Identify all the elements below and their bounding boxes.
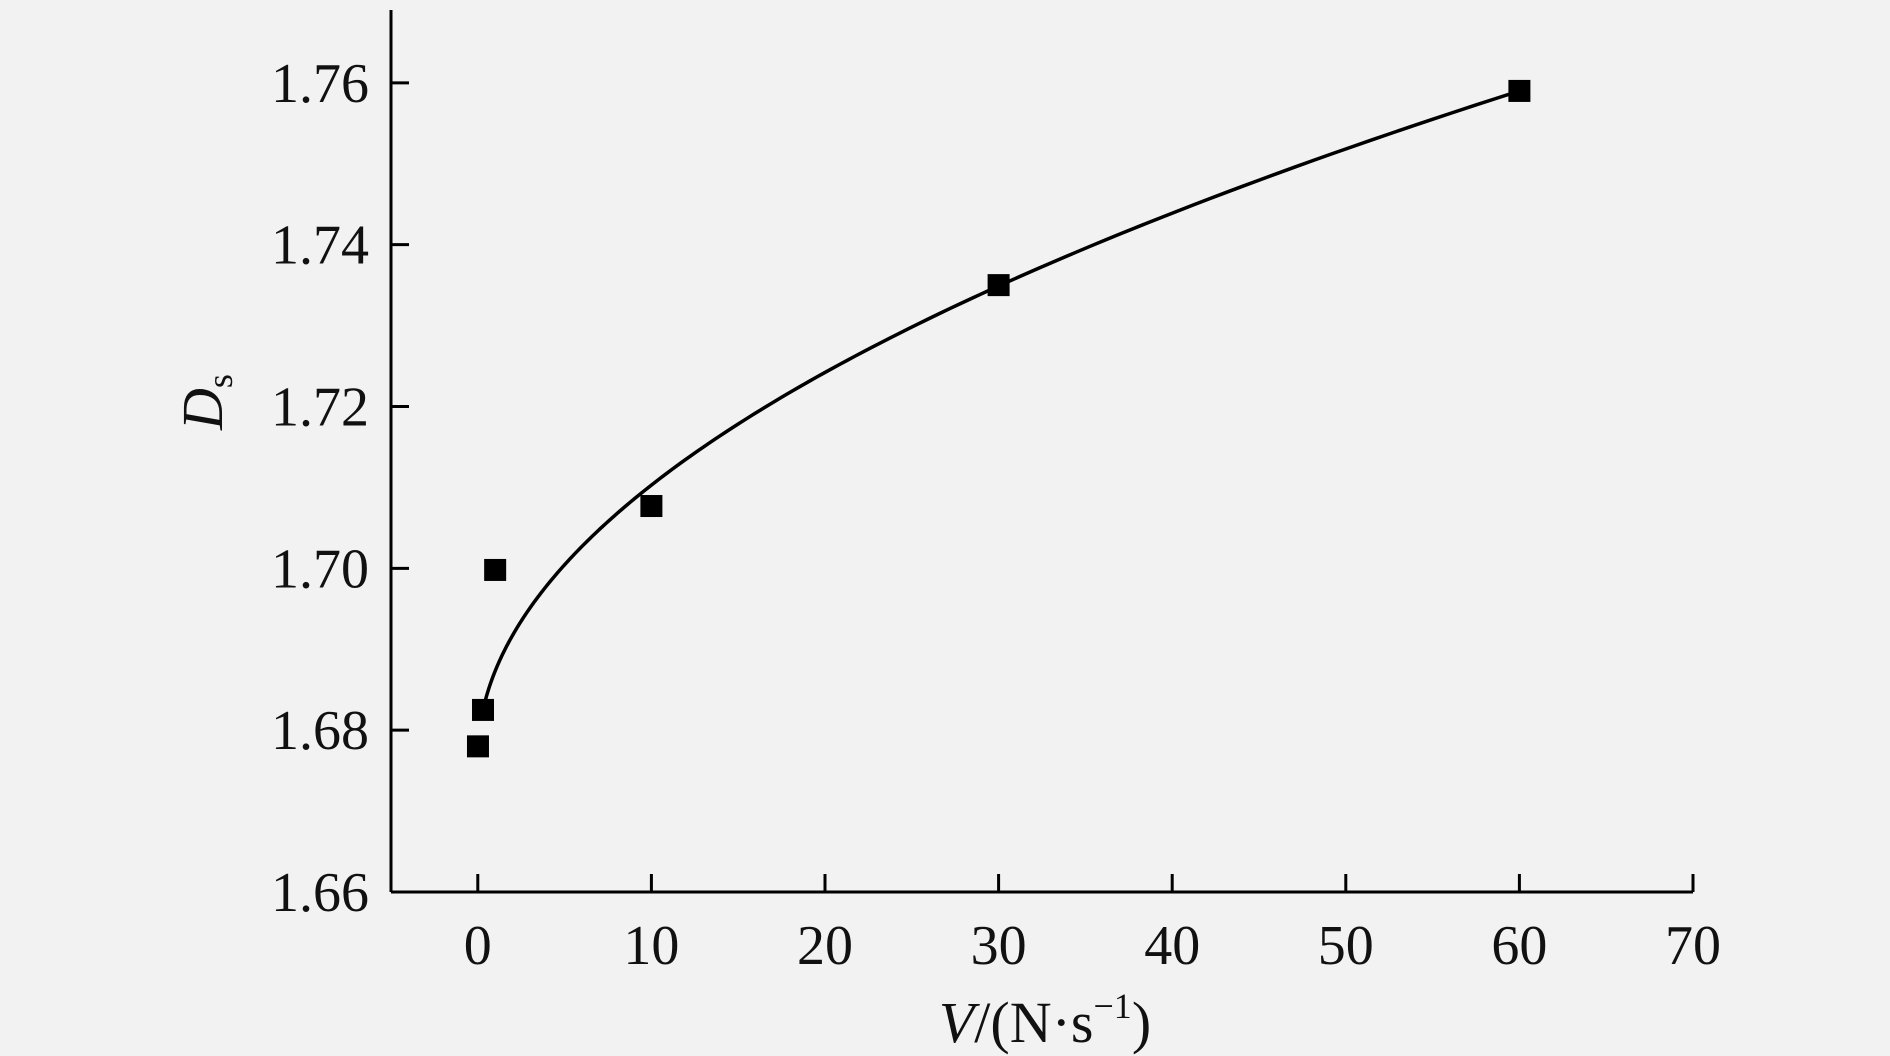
y-tick-label: 1.74 xyxy=(271,215,369,277)
y-tick-label: 1.68 xyxy=(271,700,369,762)
x-tick-label: 40 xyxy=(1144,915,1200,977)
data-point xyxy=(472,698,495,721)
y-tick-label: 1.70 xyxy=(271,538,369,600)
y-axis-label-main: D xyxy=(170,388,235,431)
x-tick-label: 30 xyxy=(971,915,1027,977)
y-tick-label: 1.76 xyxy=(271,53,369,115)
axes: 1.66 1.68 1.70 1.72 1.74 1.76 0 10 20 30 40 50 60 70 xyxy=(271,10,1721,977)
data-point xyxy=(640,495,663,518)
axis-labels: Ds V/(N·s−1) xyxy=(170,374,1151,1055)
data-points-layer xyxy=(466,79,1531,758)
x-tick-label: 0 xyxy=(464,915,492,977)
data-point xyxy=(484,558,507,581)
x-tick-label: 70 xyxy=(1665,915,1721,977)
data-point xyxy=(1508,79,1531,102)
x-axis-label-var: V xyxy=(939,990,981,1055)
data-point xyxy=(466,735,489,758)
x-tick-label: 60 xyxy=(1491,915,1547,977)
x-tick-label: 20 xyxy=(797,915,853,977)
x-axis-label-sup: −1 xyxy=(1094,986,1132,1026)
fit-curve-layer xyxy=(481,89,1520,711)
y-axis-label-sub: s xyxy=(200,374,240,388)
x-tick-label: 10 xyxy=(623,915,679,977)
x-axis-label-close: ) xyxy=(1132,990,1151,1055)
y-tick-label: 1.66 xyxy=(271,862,369,924)
y-axis-label: Ds xyxy=(170,374,240,431)
x-tick-label: 50 xyxy=(1318,915,1374,977)
y-tick-label: 1.72 xyxy=(271,376,369,438)
data-point xyxy=(987,274,1010,297)
x-axis-label: V/(N·s−1) xyxy=(939,986,1151,1055)
x-axis-label-unit: /(N·s xyxy=(974,990,1093,1055)
fit-curve xyxy=(481,89,1520,711)
